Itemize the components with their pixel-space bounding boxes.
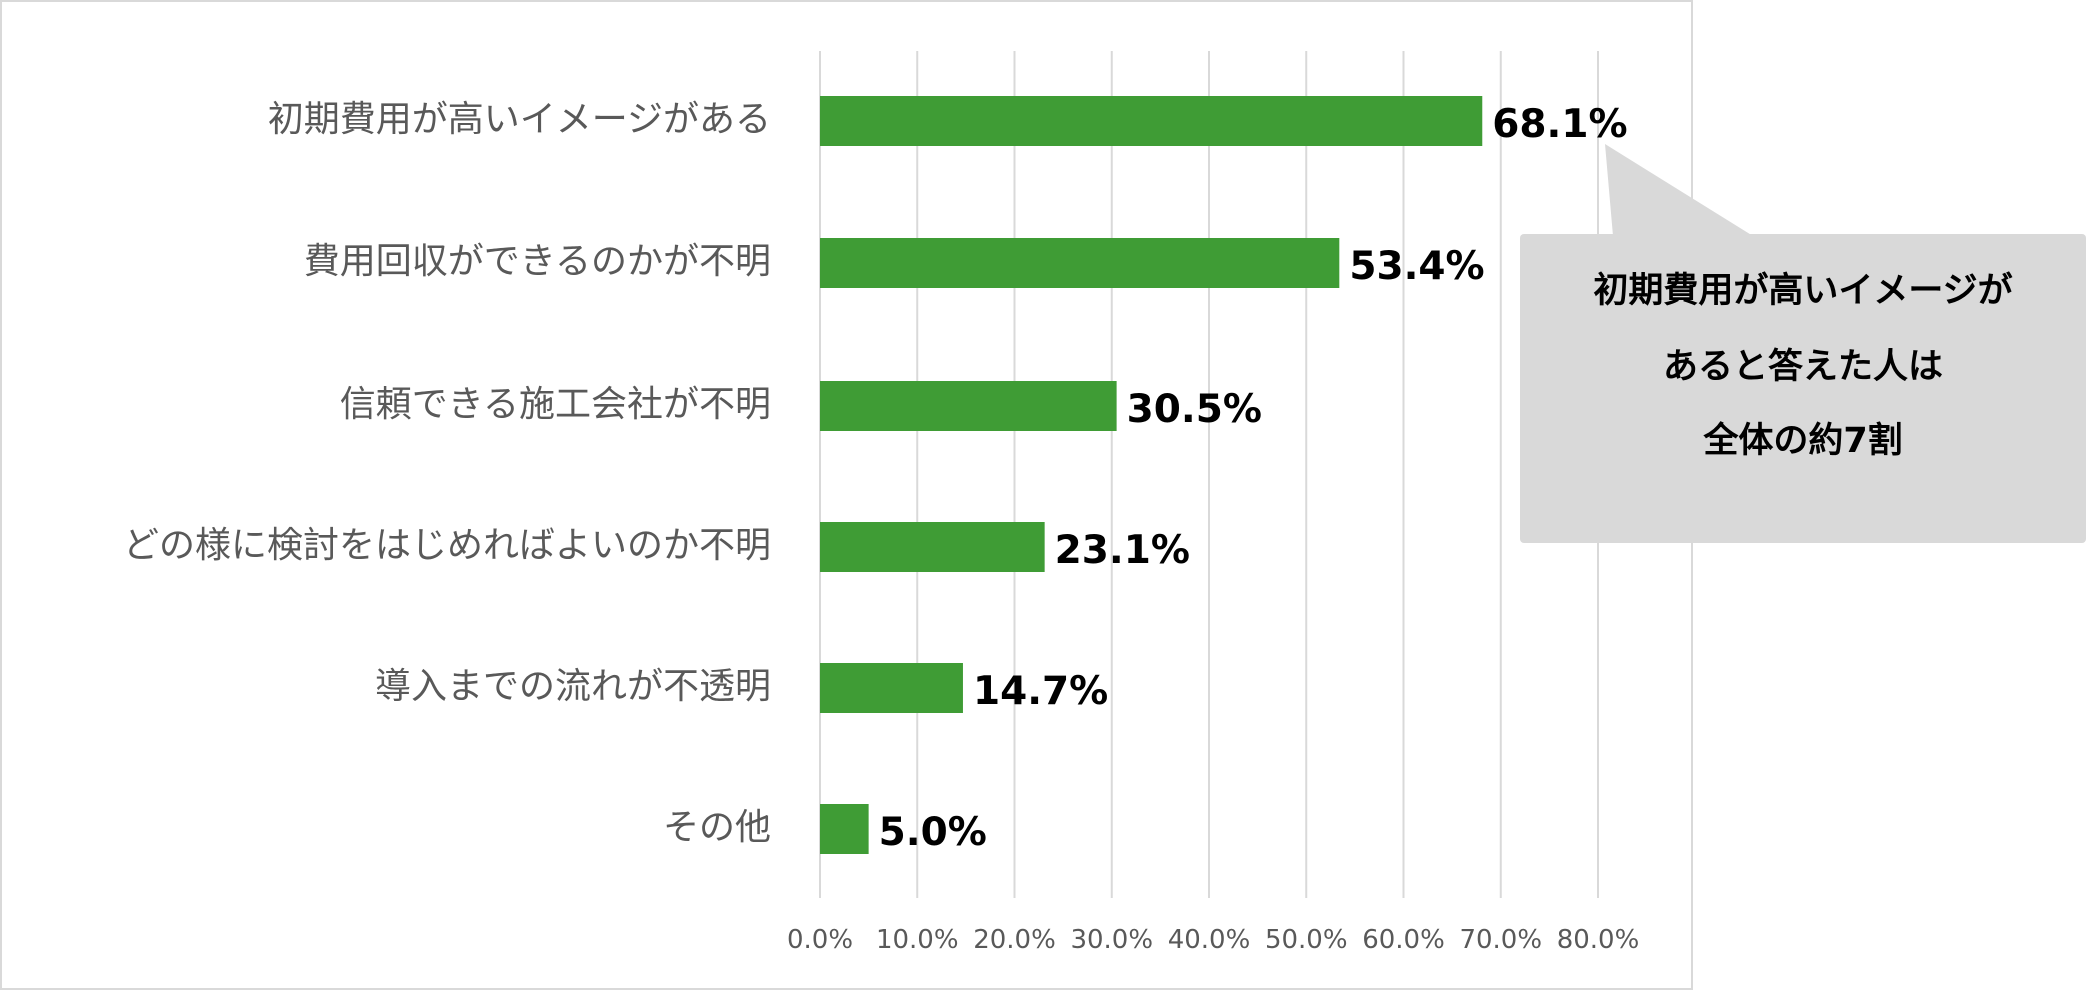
data-label: 53.4% xyxy=(1349,244,1484,289)
bar xyxy=(820,238,1340,288)
callout-line: あると答えた人は xyxy=(1663,347,1943,387)
callout-box xyxy=(1520,234,2086,543)
bar xyxy=(820,663,963,713)
callout-pointer xyxy=(1605,144,1753,236)
x-tick-label: 0.0% xyxy=(787,925,853,955)
bar xyxy=(820,804,869,854)
data-label: 30.5% xyxy=(1127,387,1262,432)
category-label: その他 xyxy=(663,807,771,848)
bar xyxy=(820,522,1045,572)
callout-line: 全体の約7割 xyxy=(1702,420,1902,461)
callout-annotation: 初期費用が高いイメージが あると答えた人は 全体の約7割 xyxy=(1520,144,2086,543)
data-label: 5.0% xyxy=(879,810,987,855)
category-label: 初期費用が高いイメージがある xyxy=(268,99,771,140)
data-label: 68.1% xyxy=(1492,102,1627,147)
x-tick-label: 20.0% xyxy=(973,925,1056,955)
x-tick-label: 30.0% xyxy=(1070,925,1153,955)
category-label: 費用回収ができるのかが不明 xyxy=(304,241,771,282)
x-tick-label: 70.0% xyxy=(1459,925,1542,955)
data-label: 14.7% xyxy=(973,669,1108,714)
x-tick-label: 80.0% xyxy=(1557,925,1640,955)
callout-line: 初期費用が高いイメージが xyxy=(1593,271,2012,311)
x-tick-label: 60.0% xyxy=(1362,925,1445,955)
data-label: 23.1% xyxy=(1055,528,1190,573)
category-label: どの様に検討をはじめればよいのか不明 xyxy=(123,525,771,566)
x-tick-label: 40.0% xyxy=(1168,925,1251,955)
x-tick-label: 50.0% xyxy=(1265,925,1348,955)
x-tick-label: 10.0% xyxy=(876,925,959,955)
category-label: 導入までの流れが不透明 xyxy=(375,666,771,707)
bar xyxy=(820,381,1117,431)
bar xyxy=(820,96,1483,146)
category-label: 信頼できる施工会社が不明 xyxy=(340,384,771,425)
